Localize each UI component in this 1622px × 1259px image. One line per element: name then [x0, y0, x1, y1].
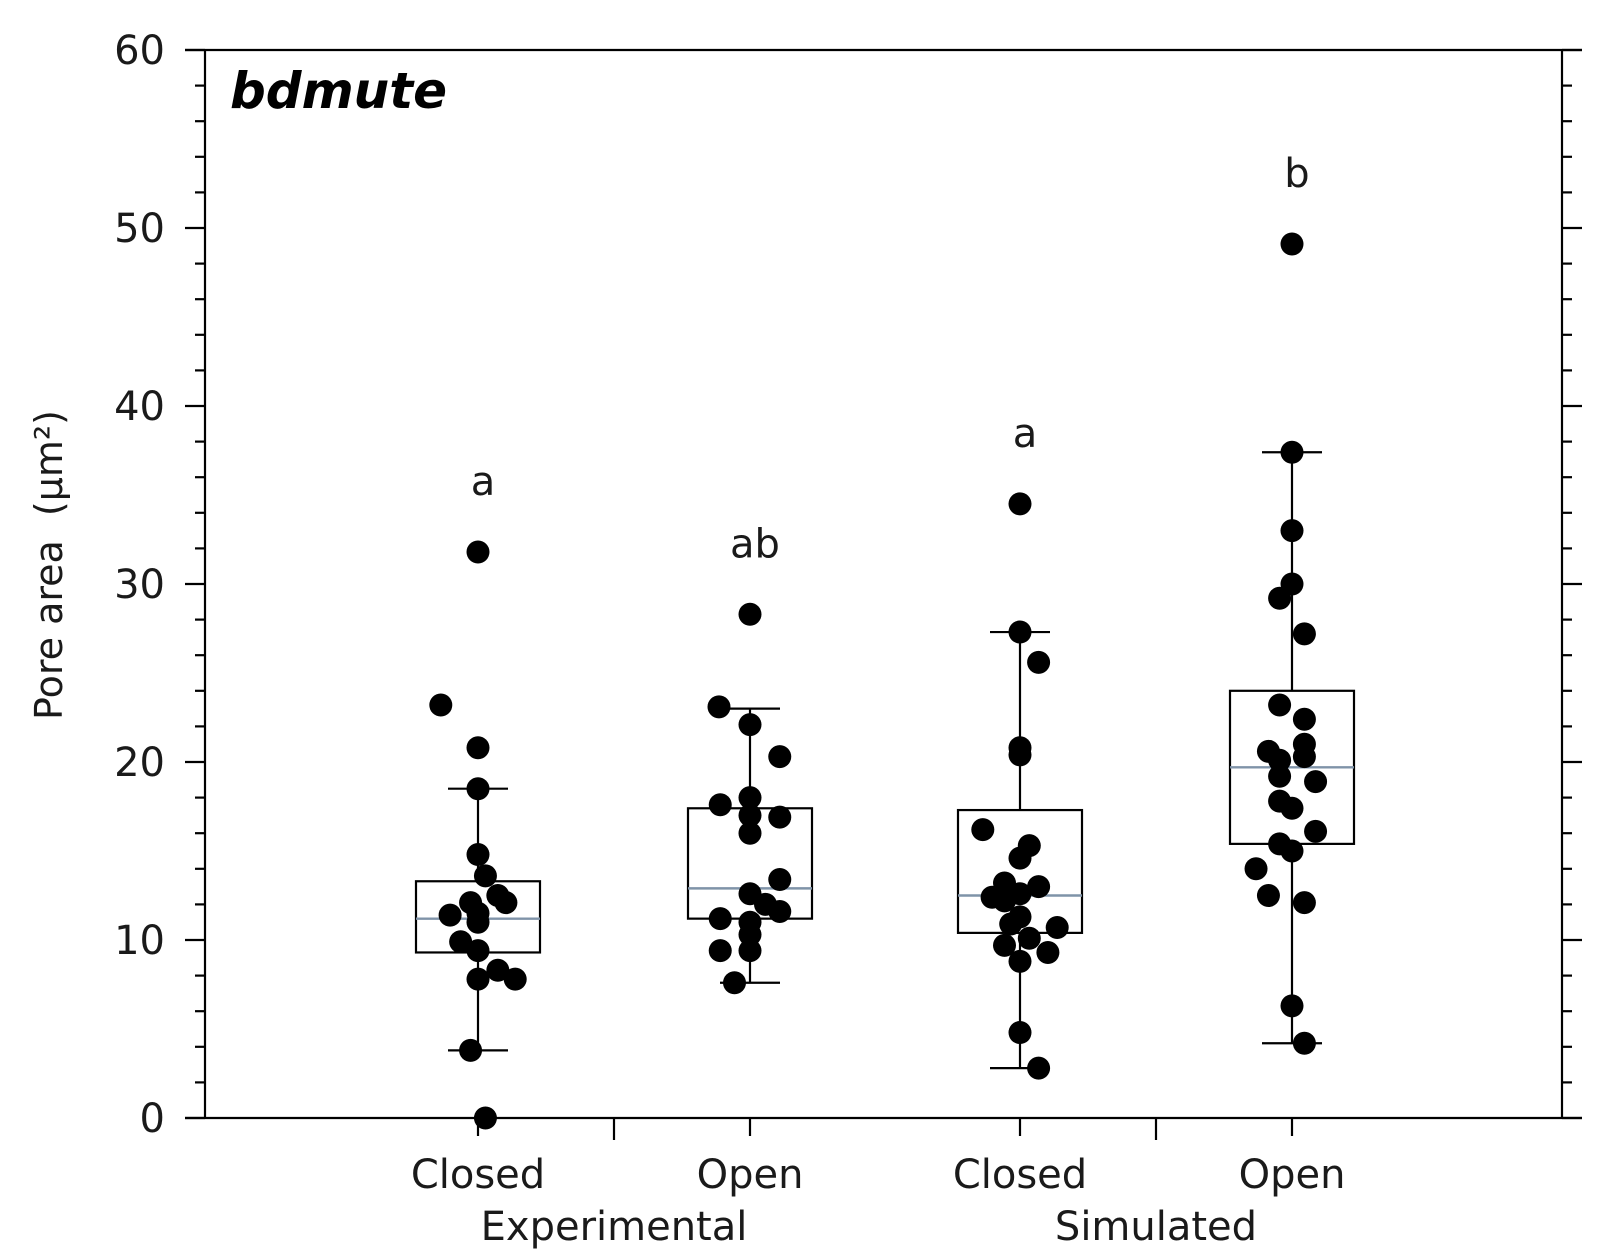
x-category-label: Closed — [411, 1152, 545, 1198]
data-point — [708, 793, 732, 817]
data-point — [1017, 926, 1041, 950]
data-point — [708, 907, 732, 931]
data-point — [738, 939, 762, 963]
data-point — [1280, 839, 1304, 863]
data-point — [1036, 940, 1060, 964]
y-tick-label: 40 — [114, 384, 165, 430]
data-point — [768, 900, 792, 924]
y-axis-label-unit: (μm²) — [27, 410, 71, 516]
significance-label: b — [1284, 151, 1309, 197]
y-axis-label: Pore area (μm²) — [27, 410, 71, 720]
x-category-label: Open — [1239, 1152, 1346, 1198]
data-point — [738, 923, 762, 947]
data-point — [473, 864, 497, 888]
data-point — [1268, 764, 1292, 788]
data-point — [768, 867, 792, 891]
data-point — [1008, 1021, 1032, 1045]
data-point — [999, 912, 1023, 936]
data-point — [1268, 748, 1292, 772]
y-tick-label: 50 — [114, 206, 165, 252]
data-point — [503, 967, 527, 991]
y-tick-label: 20 — [114, 740, 165, 786]
data-point — [1008, 620, 1032, 644]
data-points — [429, 232, 1328, 1130]
data-point — [466, 777, 490, 801]
data-point — [1008, 949, 1032, 973]
data-point — [1292, 707, 1316, 731]
panel-title: bdmute — [230, 62, 447, 120]
data-point — [466, 736, 490, 760]
data-point — [466, 967, 490, 991]
data-point — [1292, 891, 1316, 915]
data-point — [1027, 1056, 1051, 1080]
data-point — [708, 939, 732, 963]
axes-frame — [185, 48, 1582, 1120]
significance-label: a — [1013, 411, 1038, 457]
data-point — [449, 930, 473, 954]
data-point — [1045, 916, 1069, 940]
y-axis-label-text: Pore area — [27, 540, 71, 720]
data-point — [486, 958, 510, 982]
data-point — [466, 540, 490, 564]
y-tick-label: 30 — [114, 562, 165, 608]
data-point — [738, 602, 762, 626]
data-point — [429, 693, 453, 717]
x-category-label: Closed — [953, 1152, 1087, 1198]
data-point — [1280, 796, 1304, 820]
data-point — [1304, 770, 1328, 794]
data-point — [768, 805, 792, 829]
data-point — [1292, 745, 1316, 769]
data-point — [494, 891, 518, 915]
x-group-label: Simulated — [1055, 1204, 1257, 1250]
data-point — [738, 786, 762, 810]
box-series — [414, 451, 1356, 1070]
data-point — [1027, 650, 1051, 674]
data-point — [466, 939, 490, 963]
data-point — [993, 889, 1016, 913]
data-point — [1008, 492, 1032, 516]
data-point — [1280, 994, 1304, 1018]
data-point — [723, 971, 746, 995]
data-point — [1292, 1031, 1316, 1055]
data-point — [1256, 884, 1280, 907]
significance-label: a — [471, 459, 496, 505]
x-axis-ticks: Closed Open Experimental Closed Open Simulate… — [411, 1118, 1346, 1250]
data-point — [993, 933, 1016, 957]
significance-label: ab — [730, 521, 780, 567]
y-tick-label: 10 — [114, 918, 165, 964]
data-point — [1027, 875, 1051, 899]
data-point — [738, 803, 762, 827]
data-point — [707, 695, 731, 719]
x-group-label: Experimental — [481, 1204, 748, 1250]
data-point — [438, 903, 462, 927]
data-point — [768, 745, 792, 769]
y-tick-label: 0 — [140, 1096, 165, 1142]
data-point — [1280, 440, 1304, 464]
data-point — [1304, 819, 1328, 843]
data-point — [1280, 519, 1304, 543]
y-axis-ticks: 0 10 20 30 40 50 60 — [114, 28, 1582, 1142]
data-point — [738, 713, 762, 737]
data-point — [466, 843, 490, 867]
x-category-label: Open — [697, 1152, 804, 1198]
data-point — [971, 818, 995, 842]
data-point — [1268, 586, 1292, 610]
data-point — [1244, 857, 1268, 881]
data-point — [1280, 232, 1304, 256]
data-point — [1292, 622, 1316, 646]
data-point — [1008, 846, 1032, 870]
data-point — [466, 910, 490, 934]
data-point — [738, 821, 762, 845]
y-tick-label: 60 — [114, 28, 165, 74]
data-point — [1008, 743, 1032, 767]
data-point — [473, 1106, 497, 1130]
data-point — [459, 1038, 483, 1062]
data-point — [1268, 693, 1292, 717]
